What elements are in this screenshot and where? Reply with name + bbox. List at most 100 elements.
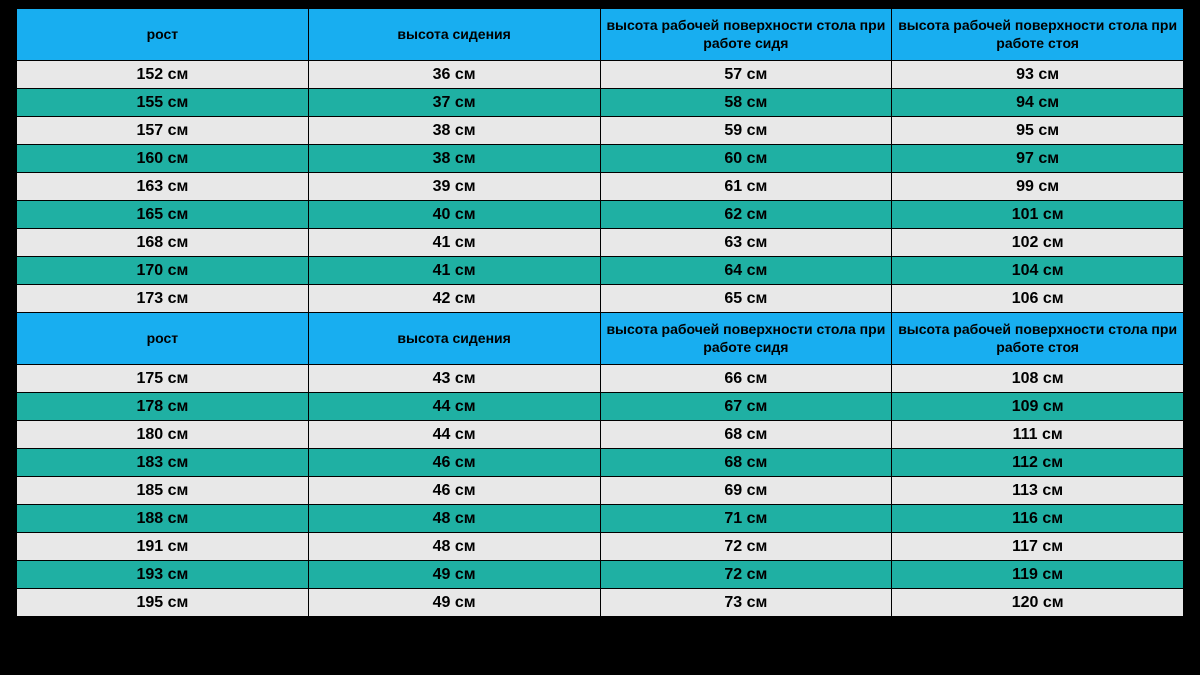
table-cell: 63 см <box>600 229 892 257</box>
table-cell: 178 см <box>17 393 309 421</box>
table-cell: 48 см <box>308 505 600 533</box>
table-cell: 72 см <box>600 561 892 589</box>
table-cell: 42 см <box>308 285 600 313</box>
table-cell: 64 см <box>600 257 892 285</box>
table-row: 195 см49 см73 см120 см <box>17 589 1184 617</box>
table-cell: 173 см <box>17 285 309 313</box>
table-cell: 193 см <box>17 561 309 589</box>
table-cell: 37 см <box>308 89 600 117</box>
table-cell: 116 см <box>892 505 1184 533</box>
table-cell: 46 см <box>308 449 600 477</box>
table-cell: 48 см <box>308 533 600 561</box>
table-cell: 38 см <box>308 145 600 173</box>
table-row: 160 см38 см60 см97 см <box>17 145 1184 173</box>
table-row: 193 см49 см72 см119 см <box>17 561 1184 589</box>
table-cell: 44 см <box>308 421 600 449</box>
table-row: 165 см40 см62 см101 см <box>17 201 1184 229</box>
table-cell: 160 см <box>17 145 309 173</box>
table-cell: 39 см <box>308 173 600 201</box>
table-cell: 152 см <box>17 61 309 89</box>
table-cell: 175 см <box>17 365 309 393</box>
table-cell: 58 см <box>600 89 892 117</box>
table-row: 152 см36 см57 см93 см <box>17 61 1184 89</box>
table-cell: 41 см <box>308 229 600 257</box>
table-cell: 117 см <box>892 533 1184 561</box>
table-cell: 106 см <box>892 285 1184 313</box>
table-cell: 46 см <box>308 477 600 505</box>
table-cell: 168 см <box>17 229 309 257</box>
table-cell: 49 см <box>308 561 600 589</box>
table-cell: 101 см <box>892 201 1184 229</box>
table-cell: 40 см <box>308 201 600 229</box>
table-cell: 99 см <box>892 173 1184 201</box>
column-header: высота рабочей поверхности стола при раб… <box>892 9 1184 61</box>
column-header: высота сидения <box>308 313 600 365</box>
table-header-row: роствысота сидениявысота рабочей поверхн… <box>17 9 1184 61</box>
table-cell: 183 см <box>17 449 309 477</box>
ergonomics-table-container: роствысота сидениявысота рабочей поверхн… <box>16 8 1184 617</box>
column-header: высота сидения <box>308 9 600 61</box>
table-cell: 104 см <box>892 257 1184 285</box>
table-header-row: роствысота сидениявысота рабочей поверхн… <box>17 313 1184 365</box>
table-row: 191 см48 см72 см117 см <box>17 533 1184 561</box>
table-cell: 163 см <box>17 173 309 201</box>
table-cell: 180 см <box>17 421 309 449</box>
table-cell: 44 см <box>308 393 600 421</box>
column-header: высота рабочей поверхности стола при раб… <box>600 313 892 365</box>
table-cell: 60 см <box>600 145 892 173</box>
table-row: 188 см48 см71 см116 см <box>17 505 1184 533</box>
table-cell: 57 см <box>600 61 892 89</box>
table-cell: 112 см <box>892 449 1184 477</box>
table-cell: 68 см <box>600 421 892 449</box>
table-row: 168 см41 см63 см102 см <box>17 229 1184 257</box>
table-cell: 170 см <box>17 257 309 285</box>
table-row: 183 см46 см68 см112 см <box>17 449 1184 477</box>
table-cell: 188 см <box>17 505 309 533</box>
table-cell: 59 см <box>600 117 892 145</box>
table-cell: 191 см <box>17 533 309 561</box>
table-cell: 43 см <box>308 365 600 393</box>
table-cell: 119 см <box>892 561 1184 589</box>
table-cell: 113 см <box>892 477 1184 505</box>
table-cell: 69 см <box>600 477 892 505</box>
table-cell: 185 см <box>17 477 309 505</box>
table-cell: 109 см <box>892 393 1184 421</box>
table-cell: 71 см <box>600 505 892 533</box>
table-cell: 97 см <box>892 145 1184 173</box>
table-cell: 95 см <box>892 117 1184 145</box>
table-cell: 165 см <box>17 201 309 229</box>
table-row: 163 см39 см61 см99 см <box>17 173 1184 201</box>
table-cell: 111 см <box>892 421 1184 449</box>
table-cell: 38 см <box>308 117 600 145</box>
table-row: 180 см44 см68 см111 см <box>17 421 1184 449</box>
table-cell: 73 см <box>600 589 892 617</box>
table-cell: 61 см <box>600 173 892 201</box>
column-header: высота рабочей поверхности стола при раб… <box>892 313 1184 365</box>
table-cell: 49 см <box>308 589 600 617</box>
ergonomics-table: роствысота сидениявысота рабочей поверхн… <box>16 8 1184 617</box>
table-cell: 66 см <box>600 365 892 393</box>
table-cell: 65 см <box>600 285 892 313</box>
table-cell: 108 см <box>892 365 1184 393</box>
table-row: 175 см43 см66 см108 см <box>17 365 1184 393</box>
table-cell: 155 см <box>17 89 309 117</box>
table-row: 155 см37 см58 см94 см <box>17 89 1184 117</box>
table-row: 178 см44 см67 см109 см <box>17 393 1184 421</box>
table-cell: 67 см <box>600 393 892 421</box>
table-cell: 36 см <box>308 61 600 89</box>
table-cell: 195 см <box>17 589 309 617</box>
table-cell: 94 см <box>892 89 1184 117</box>
table-cell: 41 см <box>308 257 600 285</box>
table-row: 170 см41 см64 см104 см <box>17 257 1184 285</box>
column-header: рост <box>17 313 309 365</box>
table-row: 185 см46 см69 см113 см <box>17 477 1184 505</box>
table-row: 173 см42 см65 см106 см <box>17 285 1184 313</box>
table-cell: 157 см <box>17 117 309 145</box>
column-header: высота рабочей поверхности стола при раб… <box>600 9 892 61</box>
table-cell: 102 см <box>892 229 1184 257</box>
table-cell: 68 см <box>600 449 892 477</box>
table-cell: 62 см <box>600 201 892 229</box>
column-header: рост <box>17 9 309 61</box>
table-row: 157 см38 см59 см95 см <box>17 117 1184 145</box>
table-cell: 120 см <box>892 589 1184 617</box>
